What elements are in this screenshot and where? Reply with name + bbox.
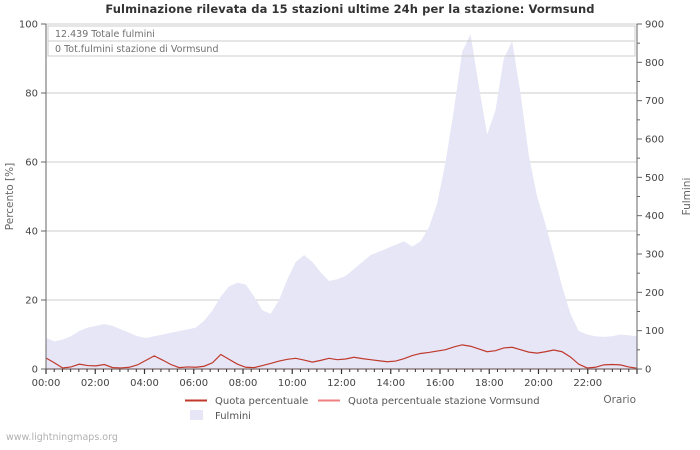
annotation-line: 0 Tot.fulmini stazione di Vormsund xyxy=(55,44,219,55)
x-tick-label: 12:00 xyxy=(327,378,356,389)
right-tick-label: 600 xyxy=(645,135,664,146)
legend-label: Fulmini xyxy=(215,411,251,422)
right-tick-label: 900 xyxy=(645,20,664,31)
left-axis-ticks: 0 20 40 60 80 100 xyxy=(19,20,46,376)
right-tick-label: 100 xyxy=(645,326,664,337)
right-axis-title: Fulmini xyxy=(681,178,693,216)
legend-item[interactable]: Quota percentuale xyxy=(185,396,308,407)
x-tick-label: 20:00 xyxy=(524,378,553,389)
legend-label: Quota percentuale xyxy=(215,396,308,407)
chart-title: Fulminazione rilevata da 15 stazioni ult… xyxy=(105,2,595,16)
x-axis-title: Orario xyxy=(603,394,636,406)
right-axis-ticks: 0 100 200 300 400 500 600 700 800 900 xyxy=(637,20,664,376)
left-tick-label: 80 xyxy=(25,89,38,100)
annotation-line: 12.439 Totale fulmini xyxy=(55,29,155,40)
x-tick-label: 00:00 xyxy=(32,378,61,389)
x-tick-label: 08:00 xyxy=(229,378,258,389)
right-tick-label: 300 xyxy=(645,250,664,261)
right-tick-label: 800 xyxy=(645,58,664,69)
right-tick-label: 0 xyxy=(645,365,651,376)
left-tick-label: 40 xyxy=(25,227,38,238)
legend-label: Quota percentuale stazione Vormsund xyxy=(348,396,540,407)
lightning-area-series xyxy=(46,34,637,369)
chart-legend: Quota percentuale Quota percentuale stazi… xyxy=(185,396,540,422)
footer-watermark: www.lightningmaps.org xyxy=(6,432,118,443)
left-tick-label: 0 xyxy=(32,365,38,376)
right-tick-label: 500 xyxy=(645,173,664,184)
x-tick-label: 14:00 xyxy=(376,378,405,389)
legend-item[interactable]: Quota percentuale stazione Vormsund xyxy=(318,396,540,407)
right-tick-label: 200 xyxy=(645,288,664,299)
x-tick-label: 06:00 xyxy=(179,378,208,389)
x-tick-label: 02:00 xyxy=(81,378,110,389)
left-tick-label: 20 xyxy=(25,296,38,307)
annotation-box: 12.439 Totale fulmini 0 Tot.fulmini stazi… xyxy=(47,25,636,57)
x-tick-label: 04:00 xyxy=(130,378,159,389)
left-tick-label: 60 xyxy=(25,158,38,169)
x-tick-label: 22:00 xyxy=(573,378,602,389)
x-tick-label: 10:00 xyxy=(278,378,307,389)
left-tick-label: 100 xyxy=(19,20,38,31)
bottom-axis-ticks: 00:00 02:00 04:00 06:00 08:00 10:00 12:00 14:00… xyxy=(32,369,638,389)
right-tick-label: 400 xyxy=(645,211,664,222)
legend-item[interactable]: Fulmini xyxy=(190,410,251,422)
x-tick-label: 18:00 xyxy=(475,378,504,389)
x-tick-label: 16:00 xyxy=(426,378,455,389)
right-tick-label: 700 xyxy=(645,96,664,107)
left-axis-title: Percento [%] xyxy=(4,163,16,230)
